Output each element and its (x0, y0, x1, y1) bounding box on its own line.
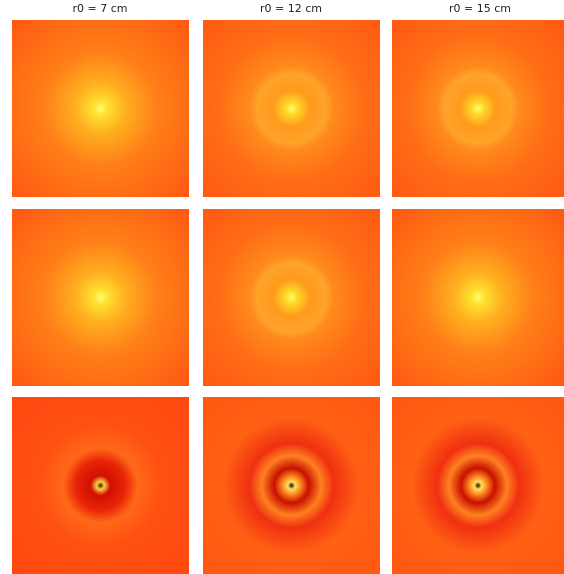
image-panel (203, 209, 380, 386)
image-panel (203, 397, 380, 574)
image-panel (203, 20, 380, 197)
column-title: r0 = 12 cm (260, 2, 322, 15)
column-title: r0 = 15 cm (449, 2, 511, 15)
image-panel (12, 209, 189, 386)
image-panel (12, 20, 189, 197)
image-panel (392, 397, 564, 574)
image-panel (392, 209, 564, 386)
column-title: r0 = 7 cm (73, 2, 128, 15)
image-panel (392, 20, 564, 197)
image-panel (12, 397, 189, 574)
